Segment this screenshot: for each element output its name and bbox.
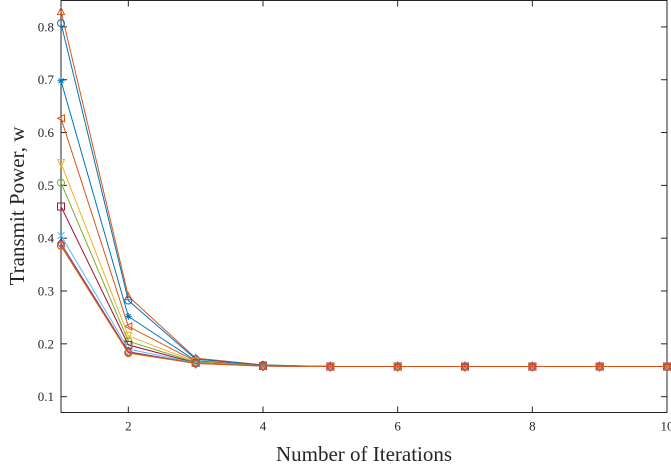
series-6 <box>57 178 671 371</box>
y-tick-label: 0.2 <box>38 336 54 351</box>
x-tick-label: 4 <box>260 419 267 434</box>
data-point <box>124 296 133 305</box>
series-line <box>60 206 667 368</box>
data-point <box>528 362 537 371</box>
y-tick-label: 0.5 <box>38 178 54 193</box>
x-tick-label: 2 <box>125 419 132 434</box>
series-5 <box>56 159 671 372</box>
data-point <box>595 361 604 372</box>
series-1 <box>56 6 671 371</box>
data-point <box>57 241 65 250</box>
y-tick-label: 0.4 <box>38 231 55 246</box>
data-point <box>56 113 65 123</box>
data-point <box>57 231 65 240</box>
series-line <box>60 10 667 368</box>
data-point <box>57 178 65 187</box>
y-tick-label: 0.6 <box>38 125 55 140</box>
axis-ticks: 2 4 6 8 10 0.1 0.2 0.3 0.4 0.5 0.6 0.7 0.8 <box>38 0 671 434</box>
series-line <box>60 80 667 368</box>
data-point <box>124 312 132 320</box>
series-line <box>60 245 667 368</box>
series-3 <box>57 77 671 371</box>
data-point <box>460 361 470 372</box>
series-line <box>60 235 667 368</box>
data-point <box>461 362 469 371</box>
data-point <box>123 322 133 331</box>
series-layer <box>56 6 671 372</box>
data-point <box>595 362 604 371</box>
series-8 <box>57 231 671 371</box>
data-point <box>56 238 66 249</box>
x-tick-label: 6 <box>394 419 401 434</box>
data-point <box>191 358 200 369</box>
data-point <box>326 362 335 371</box>
data-point <box>57 19 65 28</box>
series-line <box>60 23 667 368</box>
series-line <box>60 163 667 368</box>
data-point <box>662 361 671 372</box>
data-point <box>326 361 335 372</box>
data-point <box>57 77 65 85</box>
series-2 <box>57 19 671 371</box>
data-point <box>56 6 66 16</box>
series-4 <box>56 113 671 371</box>
data-point <box>259 362 267 371</box>
series-7 <box>57 202 671 371</box>
data-point <box>393 361 402 372</box>
data-point <box>191 359 200 368</box>
x-axis-title: Number of Iterations <box>276 442 452 466</box>
x-tick-label: 8 <box>529 419 536 434</box>
y-tick-label: 0.8 <box>38 19 54 34</box>
data-point <box>258 360 268 372</box>
series-line <box>60 118 667 368</box>
y-axis-title: Transmit Power, w <box>5 126 29 286</box>
y-tick-label: 0.3 <box>38 284 54 299</box>
data-point <box>528 361 537 372</box>
data-point <box>124 348 133 357</box>
data-point <box>393 362 402 371</box>
series-9 <box>56 238 671 372</box>
y-tick-label: 0.7 <box>38 72 55 87</box>
data-point <box>56 159 66 168</box>
data-point <box>57 202 65 211</box>
x-tick-label: 10 <box>661 419 671 434</box>
y-tick-label: 0.1 <box>38 389 54 404</box>
